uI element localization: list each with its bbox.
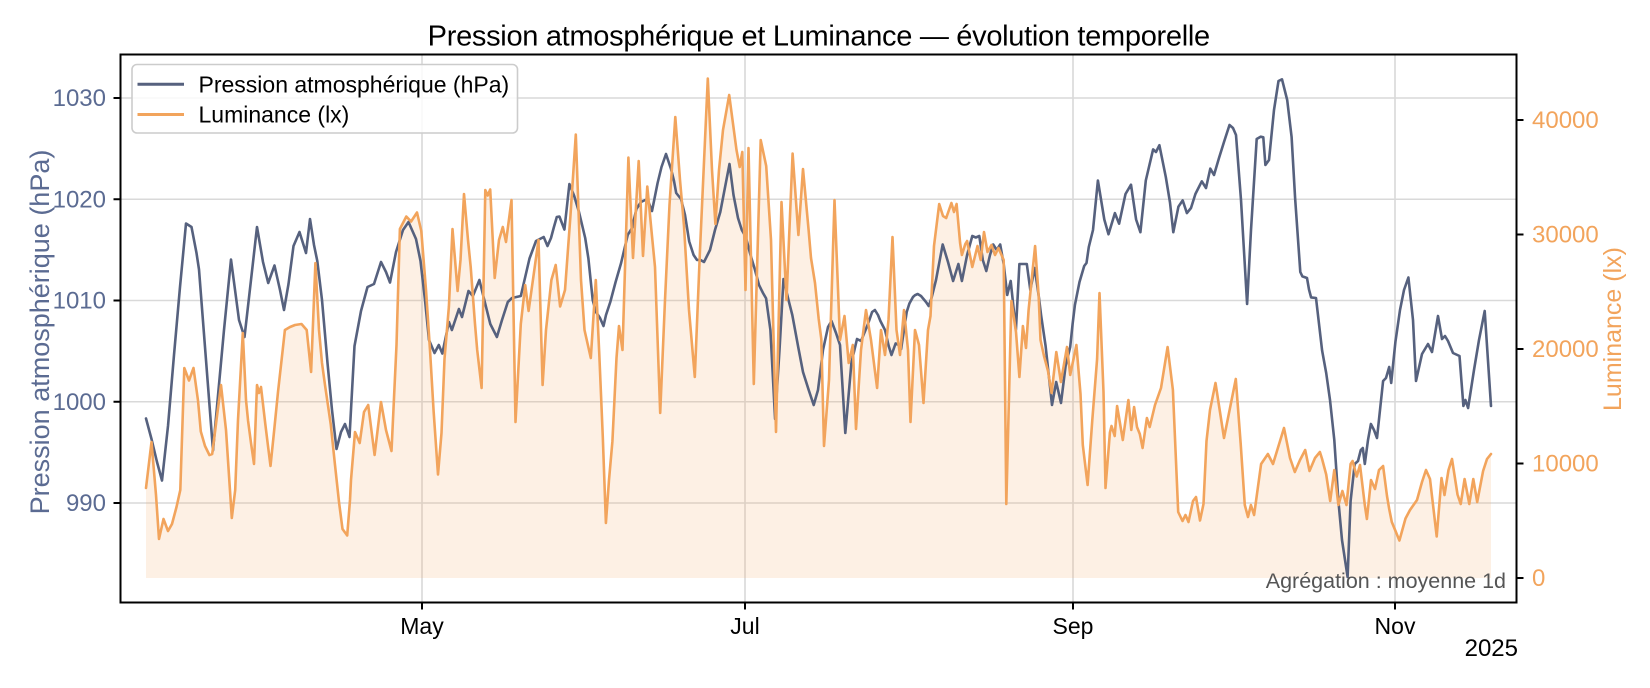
- svg-text:30000: 30000: [1532, 222, 1599, 249]
- svg-text:1030: 1030: [53, 85, 106, 112]
- svg-text:May: May: [400, 613, 444, 639]
- svg-text:40000: 40000: [1532, 107, 1599, 134]
- svg-text:0: 0: [1532, 565, 1545, 592]
- svg-text:Nov: Nov: [1375, 613, 1416, 639]
- svg-text:Luminance (lx): Luminance (lx): [1599, 247, 1627, 411]
- svg-text:990: 990: [66, 490, 106, 517]
- svg-text:Pression atmosphérique (hPa): Pression atmosphérique (hPa): [25, 150, 55, 515]
- svg-text:Luminance (lx): Luminance (lx): [199, 102, 350, 128]
- svg-text:1010: 1010: [53, 288, 106, 315]
- svg-text:Sep: Sep: [1053, 613, 1094, 639]
- svg-text:Pression atmosphérique et Lumi: Pression atmosphérique et Luminance — év…: [428, 21, 1210, 53]
- svg-text:Jul: Jul: [730, 613, 759, 639]
- svg-text:10000: 10000: [1532, 451, 1599, 478]
- svg-text:20000: 20000: [1532, 336, 1599, 363]
- svg-text:1020: 1020: [53, 186, 106, 213]
- svg-text:1000: 1000: [53, 389, 106, 416]
- svg-text:Agrégation : moyenne 1d: Agrégation : moyenne 1d: [1266, 569, 1506, 593]
- svg-text:2025: 2025: [1465, 635, 1518, 662]
- svg-text:Pression atmosphérique (hPa): Pression atmosphérique (hPa): [199, 72, 510, 98]
